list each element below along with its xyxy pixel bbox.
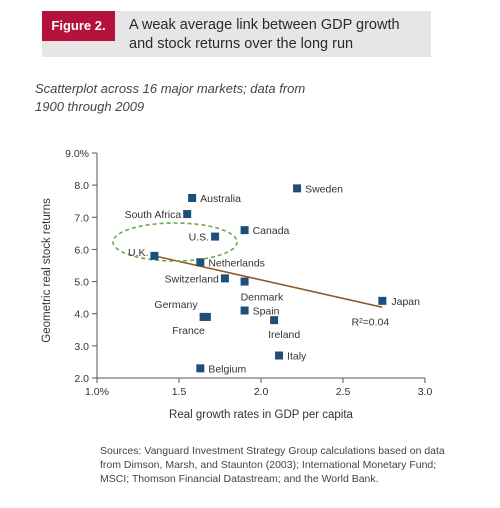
point-label: France (172, 325, 205, 337)
highlight-ellipse (112, 222, 238, 262)
data-point (293, 184, 302, 193)
point-label: Switzerland (165, 273, 219, 285)
y-tick-label: 6.0 (74, 244, 89, 256)
point-label: Italy (287, 351, 307, 363)
data-point (275, 351, 284, 360)
data-point (196, 364, 205, 373)
point-label: Japan (391, 296, 420, 308)
figure-subtitle: Scatterplot across 16 major markets; dat… (35, 81, 306, 114)
data-point (188, 194, 197, 202)
point-label: Belgium (208, 363, 246, 375)
x-tick-label: 2.5 (336, 386, 351, 398)
figure-title: A weak average link between GDP growth a… (129, 17, 400, 52)
data-point (378, 296, 387, 305)
data-point (211, 232, 220, 241)
y-tick-label: 9.0% (65, 148, 89, 160)
data-point (196, 258, 205, 267)
data-point (240, 226, 249, 235)
trend-line (154, 255, 383, 309)
y-tick-label: 7.0 (74, 212, 89, 224)
data-point (220, 274, 229, 283)
y-tick-label: 2.0 (74, 373, 89, 385)
x-tick-label: 1.0% (85, 386, 109, 398)
y-axis-label: Geometric real stock returns (41, 198, 53, 343)
r-squared-label: R²=0.04 (352, 316, 390, 328)
data-point (183, 210, 192, 219)
x-tick-label: 2.0 (254, 386, 269, 398)
point-label: Denmark (241, 292, 284, 304)
y-tick-label: 8.0 (74, 180, 89, 192)
point-label: Spain (253, 306, 280, 318)
point-label: Germany (154, 299, 198, 311)
x-axis-label: Real growth rates in GDP per capita (169, 409, 353, 421)
point-label: U.S. (189, 232, 209, 244)
data-point (202, 312, 211, 321)
figure-header: Figure 2. A weak average link between GD… (42, 11, 431, 57)
point-label: South Africa (125, 209, 182, 221)
data-point (240, 277, 249, 286)
data-point (150, 251, 159, 260)
point-label: Ireland (268, 329, 300, 341)
point-label: Australia (200, 193, 241, 205)
x-tick-label: 1.5 (172, 386, 187, 398)
figure-source: Sources: Vanguard Investment Strategy Gr… (100, 445, 445, 485)
point-label: Netherlands (208, 257, 265, 269)
point-label: Canada (253, 225, 290, 237)
y-tick-label: 3.0 (74, 341, 89, 353)
data-point (270, 316, 279, 325)
point-label: Sweden (305, 183, 343, 195)
figure-label: Figure 2. (42, 11, 115, 41)
y-tick-label: 5.0 (74, 277, 89, 289)
x-tick-label: 3.0 (418, 386, 433, 398)
data-point (240, 306, 249, 315)
point-label: U.K. (128, 247, 148, 259)
y-tick-label: 4.0 (74, 309, 89, 321)
